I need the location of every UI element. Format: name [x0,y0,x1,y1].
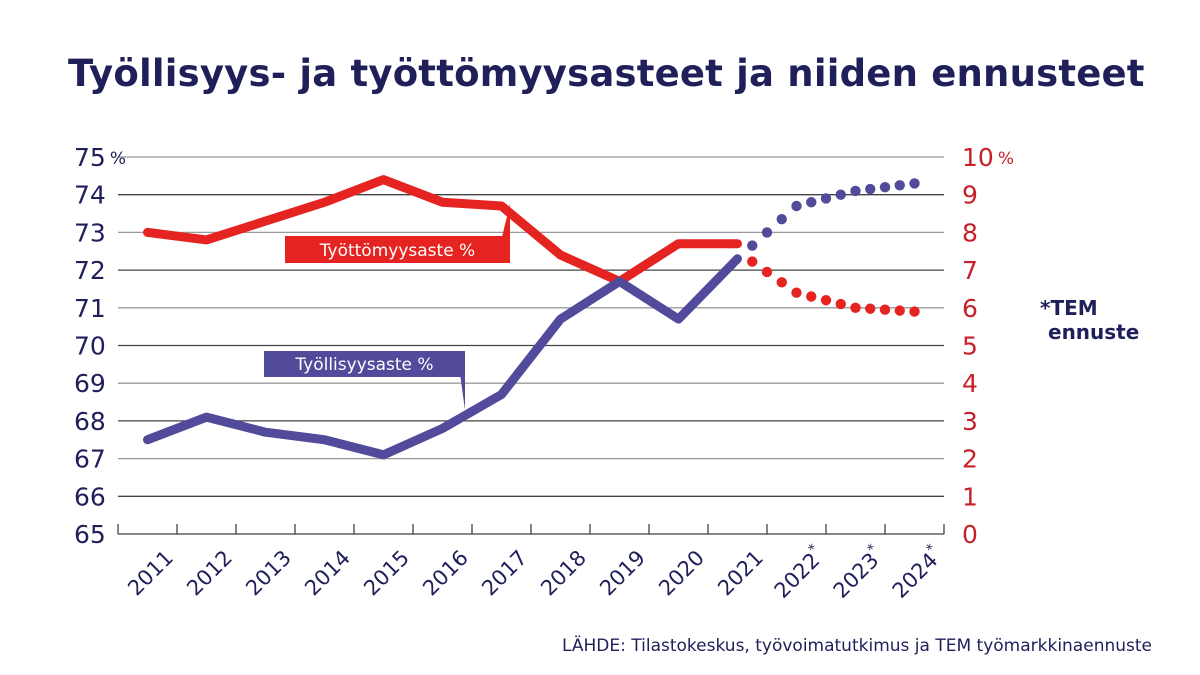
x-axis-label: 2017 [477,546,532,601]
forecast-dot [894,305,905,316]
forecast-dot [806,291,817,302]
right-axis-label: 3 [962,407,978,436]
right-axis-label: 10% [962,143,1014,172]
gridlines [117,156,945,535]
left-axis-label: 74 [74,181,106,210]
forecast-dot [909,178,920,189]
x-axis-label: 2019 [595,546,650,601]
forecast-dot [879,181,891,193]
forecast-dot [850,302,861,313]
left-axis-label: 70 [74,332,106,361]
forecast-dot [894,180,905,191]
forecast-dot [776,214,787,225]
forecast-dot [747,256,758,267]
x-axis-ticks: 2011 2012 2013 2014 2015 2016 2017 2018 2019 2020… [123,541,948,603]
forecast-dot [820,193,832,204]
left-axis-ticks: 65 66 67 68 69 70 71 72 73 74 75% [74,143,126,549]
right-axis-label: 5 [962,332,978,361]
x-axis-label: 2013 [241,546,296,601]
x-axis-label: 2015 [359,546,414,601]
forecast-dot [747,240,758,251]
series-labels: Työttömyysaste % Työllisyysaste % [264,204,510,410]
forecast-dot [761,227,773,238]
right-axis-ticks: 0 1 2 3 4 5 6 7 8 9 10% [962,143,1014,549]
forecast-dot [865,303,876,314]
x-axis-label: 2011 [123,546,178,601]
left-axis-label: 68 [74,407,106,436]
x-axis-label: 2016 [418,546,473,601]
left-axis-label: 72 [74,256,106,285]
forecast-dot [791,200,802,212]
forecast-dot [835,189,846,200]
note-line1: *TEM [1040,296,1098,320]
note-line2: ennuste [1048,320,1140,344]
left-axis-label: 67 [74,445,106,474]
forecast-note: *TEM ennuste [1040,296,1139,344]
right-axis-label: 1 [962,482,978,511]
unemployment-label-box [285,236,510,263]
right-axis-label: 8 [962,218,978,247]
forecast-dot [820,295,832,306]
right-axis-label: 7 [962,256,978,285]
x-axis-label: 2014 [300,546,355,601]
forecast-dot [761,266,773,278]
x-axis-label: 2022* [768,541,830,603]
right-axis-label: 0 [962,520,978,549]
x-axis-label: 2023* [827,541,889,603]
right-axis-label: 4 [962,369,978,398]
forecast-dot [909,306,920,317]
x-axis-label: 2024* [886,541,948,603]
left-axis-label: 71 [74,294,106,323]
employment-label-box [264,351,465,377]
series-line [143,175,742,286]
source-text: LÄHDE: Tilastokeskus, työvoimatutkimus j… [562,636,1152,656]
forecast-dot [879,304,891,315]
forecast-dot [776,277,787,288]
right-axis-label: 2 [962,445,978,474]
left-axis-label: 69 [74,369,106,398]
x-axis-label: 2018 [536,546,591,601]
x-axis-label: 2020 [654,546,709,601]
right-axis-label: 9 [962,181,978,210]
left-axis-label: 65 [74,520,106,549]
forecast-dot [806,197,817,208]
chart-title: Työllisyys- ja työttömyysasteet ja niide… [68,52,1145,95]
right-axis-label: 6 [962,294,978,323]
series-lines [143,175,920,460]
left-axis-label: 73 [74,218,106,247]
forecast-dot [850,185,861,197]
left-axis-label: 66 [74,482,106,511]
x-axis-label: 2021 [713,546,768,601]
unemployment-label-text: Työttömyysaste % [319,241,475,261]
forecast-dot [835,298,846,310]
series-line [143,254,742,460]
x-axis-label: 2012 [182,546,237,601]
employment-label-text: Työllisyysaste % [294,355,433,375]
forecast-dot [791,287,802,298]
forecast-dot [865,183,876,195]
left-axis-label: 75% [74,143,126,172]
